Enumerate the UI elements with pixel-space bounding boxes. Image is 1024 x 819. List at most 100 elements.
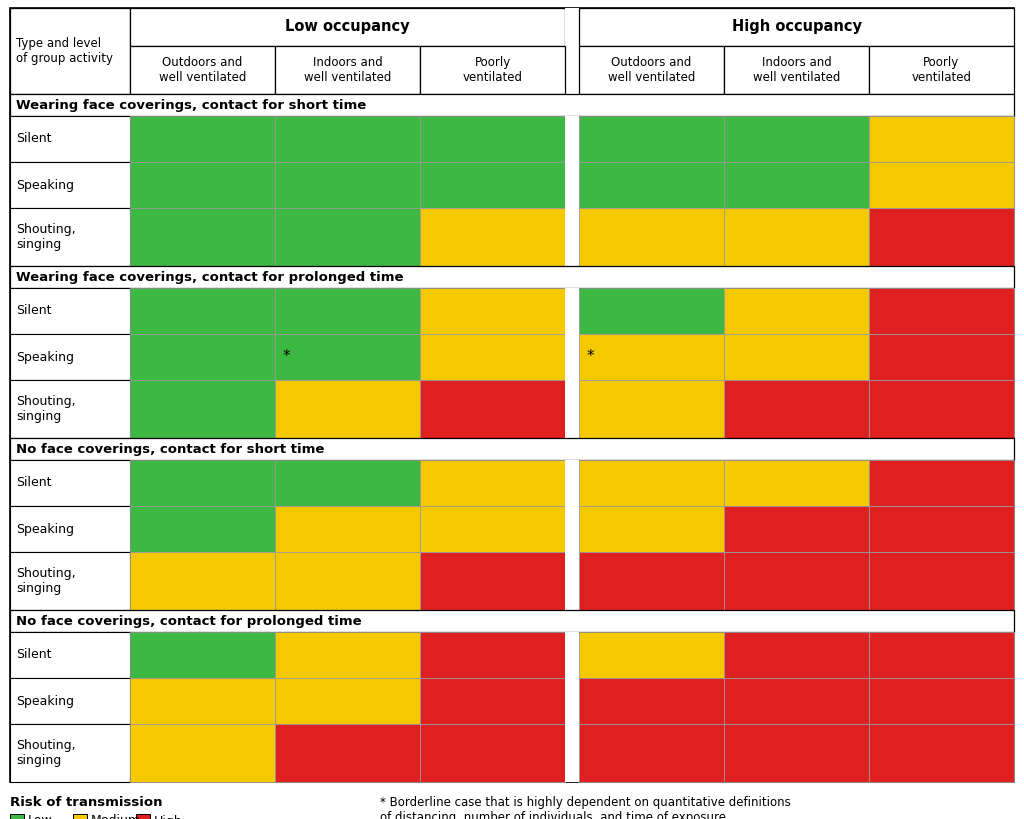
Bar [579,334,724,380]
Text: Poorly
ventilated: Poorly ventilated [911,56,972,84]
Bar [275,334,420,380]
Text: *: * [283,350,291,364]
Bar [724,288,869,334]
Bar [275,288,420,334]
Bar [275,380,420,438]
Bar [869,460,1014,506]
Bar [565,552,579,610]
Text: High occupancy: High occupancy [731,20,861,34]
Bar [130,116,275,162]
Bar [10,208,130,266]
Bar [10,678,130,724]
Bar [724,208,869,266]
Bar [130,724,275,782]
Bar [420,552,565,610]
Bar [724,380,869,438]
Text: Shouting,
singing: Shouting, singing [16,739,76,767]
Text: Wearing face coverings, contact for prolonged time: Wearing face coverings, contact for prol… [16,270,403,283]
Bar [565,162,579,208]
Bar [275,116,420,162]
Text: Silent: Silent [16,649,51,662]
Bar [420,334,565,380]
Bar [579,116,724,162]
Bar [130,208,275,266]
Text: Shouting,
singing: Shouting, singing [16,395,76,423]
Bar [73,814,87,819]
Bar [275,724,420,782]
Text: Speaking: Speaking [16,695,74,708]
Bar [869,46,1014,94]
Bar [724,46,869,94]
Bar [130,46,275,94]
Bar [579,380,724,438]
Bar [10,288,130,334]
Bar [420,46,565,94]
Text: Shouting,
singing: Shouting, singing [16,223,76,251]
Bar [10,438,1014,460]
Text: Indoors and
well ventilated: Indoors and well ventilated [753,56,840,84]
Bar [275,460,420,506]
Bar [579,678,724,724]
Bar [130,334,275,380]
Bar [10,334,130,380]
Bar [130,380,275,438]
Bar [565,116,579,162]
Bar [275,552,420,610]
Bar [130,288,275,334]
Bar [130,460,275,506]
Bar [724,678,869,724]
Bar [130,678,275,724]
Bar [10,724,130,782]
Bar [10,8,130,94]
Text: Medium: Medium [91,815,141,819]
Bar [869,162,1014,208]
Bar [565,724,579,782]
Bar [10,266,1014,288]
Text: Shouting,
singing: Shouting, singing [16,567,76,595]
Text: * Borderline case that is highly dependent on quantitative definitions
of distan: * Borderline case that is highly depende… [380,796,791,819]
Bar [420,724,565,782]
Bar [869,632,1014,678]
Bar [10,632,130,678]
Bar [420,632,565,678]
Text: Silent: Silent [16,133,51,146]
Bar [275,46,420,94]
Bar [565,380,579,438]
Bar [869,334,1014,380]
Bar [724,116,869,162]
Bar [275,632,420,678]
Bar [130,162,275,208]
Bar [565,678,579,724]
Text: Silent: Silent [16,477,51,490]
Bar [420,380,565,438]
Bar [10,506,130,552]
Text: Outdoors and
well ventilated: Outdoors and well ventilated [608,56,695,84]
Text: Speaking: Speaking [16,523,74,536]
Bar [579,552,724,610]
Text: Speaking: Speaking [16,179,74,192]
Text: No face coverings, contact for prolonged time: No face coverings, contact for prolonged… [16,614,361,627]
Bar [869,724,1014,782]
Bar [724,162,869,208]
Bar [420,678,565,724]
Bar [10,116,130,162]
Bar [10,94,1014,116]
Bar [579,632,724,678]
Bar [136,814,150,819]
Bar [579,460,724,506]
Bar [10,552,130,610]
Bar [579,46,724,94]
Bar [420,162,565,208]
Bar [869,288,1014,334]
Text: Wearing face coverings, contact for short time: Wearing face coverings, contact for shor… [16,98,367,111]
Bar [869,552,1014,610]
Bar [275,162,420,208]
Bar [724,632,869,678]
Text: *: * [587,350,595,364]
Bar [10,460,130,506]
Bar [565,460,579,506]
Bar [869,678,1014,724]
Bar [579,506,724,552]
Bar [130,552,275,610]
Bar [130,632,275,678]
